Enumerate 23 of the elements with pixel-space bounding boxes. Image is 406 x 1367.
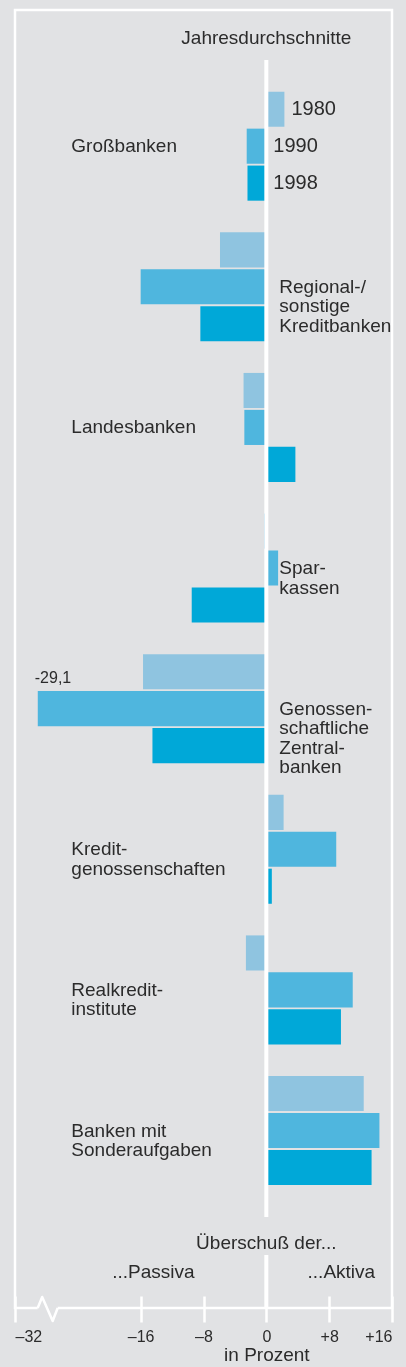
text: Jahresdurchschnitte	[181, 27, 352, 48]
annotation: ...Aktiva	[307, 1261, 376, 1282]
y-tick-label: Spar- kassen	[279, 557, 340, 598]
annotation: ...Passiva	[112, 1261, 195, 1282]
y-tick-label: Kredit- genossenschaften	[71, 838, 226, 879]
y-tick-label: Banken mit Sonderaufgaben	[71, 1119, 212, 1161]
series-label: 1980	[291, 97, 336, 120]
y-tick-label: Regional-/ sonstige Kreditbanken	[279, 275, 392, 336]
x-tick-label: –8	[195, 1327, 213, 1345]
y-tick-label: Großbanken	[71, 135, 177, 157]
x-tick-label: 0	[262, 1327, 272, 1345]
y-tick-label: Genossen- schaftliche Zentral- banken	[279, 697, 373, 778]
data-label: -29,1	[34, 668, 72, 686]
y-tick-label: Landesbanken	[71, 416, 197, 438]
x-tick-label: +16	[365, 1327, 393, 1345]
x-tick-label: –16	[127, 1327, 155, 1345]
x-tick-label: –32	[15, 1327, 43, 1345]
series-label: 1990	[273, 134, 318, 157]
annotation: Überschuß der...	[196, 1232, 337, 1253]
x-axis-title: in Prozent	[224, 1343, 311, 1365]
y-tick-label: Realkredit- institute	[71, 978, 164, 1020]
x-tick-label: +8	[320, 1327, 339, 1345]
series-label: 1998	[273, 171, 318, 194]
